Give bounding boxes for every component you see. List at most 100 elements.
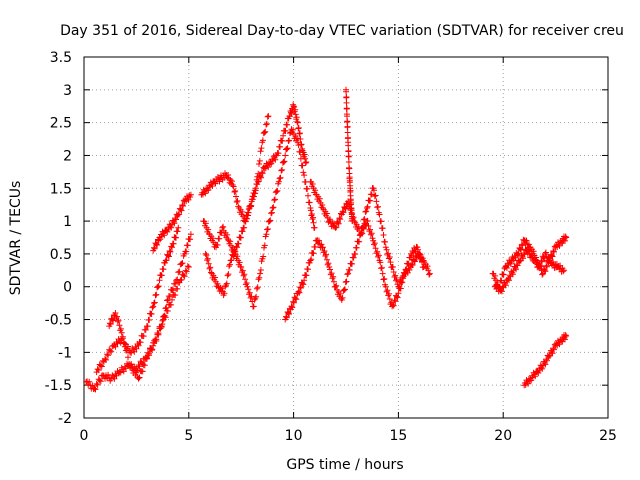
data-point bbox=[281, 158, 288, 165]
data-point bbox=[378, 264, 385, 271]
data-point bbox=[245, 286, 252, 293]
data-point bbox=[262, 128, 269, 135]
data-point bbox=[249, 196, 256, 203]
data-point bbox=[95, 367, 102, 374]
data-point bbox=[242, 218, 249, 225]
data-point bbox=[311, 224, 318, 231]
data-point bbox=[144, 323, 151, 330]
data-point bbox=[517, 246, 524, 252]
data-point bbox=[409, 262, 416, 269]
data-point bbox=[344, 118, 351, 125]
data-point bbox=[180, 272, 187, 279]
y-tick-label: 1 bbox=[63, 214, 72, 230]
data-point bbox=[394, 294, 401, 301]
data-point bbox=[367, 226, 374, 233]
data-point bbox=[542, 249, 549, 256]
data-point bbox=[539, 258, 545, 265]
data-point bbox=[265, 218, 272, 225]
data-point bbox=[325, 260, 332, 267]
data-point bbox=[272, 196, 278, 203]
data-point bbox=[538, 257, 545, 264]
data-point bbox=[259, 137, 266, 144]
data-point bbox=[257, 267, 264, 273]
data-point bbox=[180, 203, 186, 209]
data-point bbox=[150, 303, 157, 310]
data-point bbox=[155, 283, 162, 290]
data-point bbox=[277, 174, 284, 181]
y-tick-label: -1 bbox=[58, 345, 72, 361]
x-axis-label: GPS time / hours bbox=[286, 457, 403, 473]
data-point bbox=[283, 145, 290, 152]
data-point bbox=[549, 350, 556, 357]
data-point bbox=[105, 352, 112, 359]
data-point bbox=[300, 169, 307, 176]
data-point bbox=[348, 199, 355, 206]
data-point bbox=[330, 278, 337, 285]
data-point bbox=[305, 266, 311, 273]
data-point bbox=[112, 310, 119, 316]
data-point bbox=[542, 361, 549, 368]
data-point bbox=[509, 271, 516, 278]
data-point bbox=[143, 355, 150, 362]
data-point bbox=[166, 248, 173, 254]
data-point bbox=[142, 326, 149, 333]
data-point bbox=[232, 188, 239, 194]
data-point bbox=[206, 265, 213, 272]
data-point bbox=[303, 272, 310, 279]
data-point bbox=[230, 252, 237, 259]
tick-layer: 0 5 10 15 20 25 -2 -1.5 -1 -0.5 0 0.5 1 1.5 2 2.5 3 3.5 bbox=[45, 50, 617, 444]
data-point bbox=[292, 295, 299, 302]
data-point bbox=[256, 274, 263, 281]
data-point bbox=[235, 240, 242, 247]
data-point bbox=[94, 381, 101, 388]
data-point bbox=[177, 206, 184, 213]
data-point bbox=[103, 356, 109, 363]
data-point bbox=[305, 192, 311, 199]
x-tick-label: 5 bbox=[184, 428, 193, 444]
data-point bbox=[164, 308, 171, 314]
data-point bbox=[220, 223, 227, 230]
data-point bbox=[301, 277, 308, 284]
data-point bbox=[342, 205, 348, 211]
data-point bbox=[359, 224, 366, 231]
data-point bbox=[181, 273, 188, 280]
data-point bbox=[163, 257, 170, 264]
data-point bbox=[238, 264, 245, 270]
data-point bbox=[294, 119, 301, 126]
data-point bbox=[560, 268, 567, 275]
x-tick-label: 20 bbox=[494, 428, 512, 444]
series-low-track-1 bbox=[83, 231, 194, 393]
data-point bbox=[187, 236, 194, 243]
data-point bbox=[263, 231, 270, 238]
data-point bbox=[226, 261, 233, 268]
data-point bbox=[342, 286, 348, 293]
chart-title: Day 351 of 2016, Sidereal Day-to-day VTE… bbox=[60, 23, 624, 39]
data-point bbox=[364, 217, 371, 224]
data-point bbox=[337, 290, 344, 297]
data-point bbox=[234, 197, 241, 204]
data-point bbox=[258, 145, 265, 152]
data-point bbox=[283, 313, 289, 320]
data-point bbox=[520, 255, 527, 262]
data-point bbox=[136, 363, 143, 370]
data-point bbox=[349, 260, 355, 267]
data-point bbox=[98, 363, 105, 370]
data-point bbox=[296, 130, 303, 137]
series-mid-track-3 bbox=[202, 113, 272, 299]
data-point bbox=[110, 317, 117, 324]
data-point bbox=[532, 373, 539, 380]
data-point bbox=[135, 362, 142, 368]
data-point bbox=[178, 276, 185, 283]
data-point bbox=[285, 138, 292, 144]
data-point bbox=[91, 385, 98, 392]
data-point bbox=[546, 255, 553, 262]
data-point bbox=[312, 244, 319, 250]
data-point bbox=[300, 281, 307, 288]
data-point bbox=[212, 274, 218, 281]
data-point bbox=[371, 240, 378, 247]
data-point bbox=[183, 268, 190, 275]
data-point bbox=[293, 296, 300, 303]
data-point bbox=[381, 275, 388, 282]
data-point bbox=[304, 185, 311, 192]
data-point bbox=[243, 280, 250, 286]
